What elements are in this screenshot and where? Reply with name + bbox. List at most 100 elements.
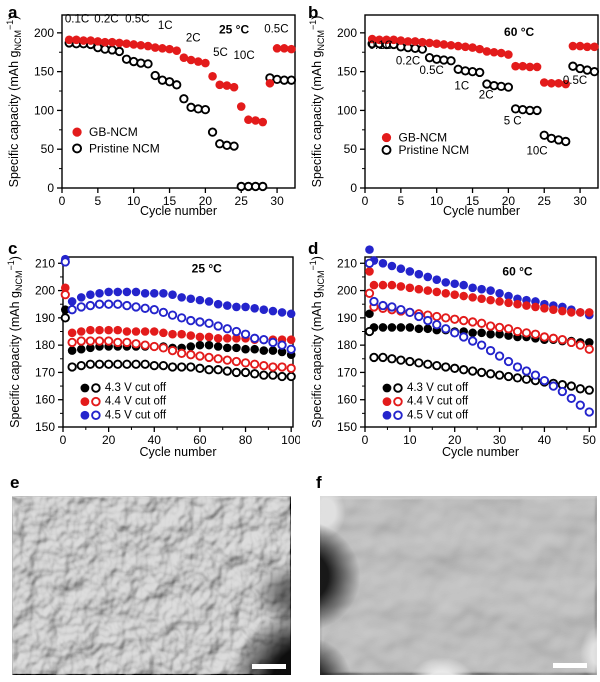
data-point <box>547 78 556 88</box>
sem-f-shadow <box>320 496 597 675</box>
data-point <box>158 307 169 318</box>
data-point <box>387 323 397 332</box>
svg-text:60 °C: 60 °C <box>502 264 532 278</box>
data-point <box>532 105 542 116</box>
data-point <box>167 310 178 320</box>
data-point <box>522 301 531 310</box>
data-point <box>450 363 460 373</box>
data-point <box>518 61 528 71</box>
svg-text:5: 5 <box>95 194 102 208</box>
data-point <box>450 279 460 289</box>
data-point <box>382 397 392 407</box>
data-point <box>60 257 70 267</box>
data-point <box>122 337 132 348</box>
data-point <box>131 339 141 349</box>
svg-text:25: 25 <box>538 194 552 208</box>
data-point <box>405 267 415 276</box>
data-point <box>186 102 196 112</box>
data-point <box>204 365 214 375</box>
data-point <box>468 328 477 338</box>
svg-text:60: 60 <box>193 433 207 447</box>
data-point <box>561 79 571 89</box>
svg-text:2C: 2C <box>186 32 201 44</box>
data-point <box>231 356 242 367</box>
data-point <box>222 81 232 90</box>
data-point <box>459 291 468 301</box>
data-point <box>476 318 487 328</box>
data-point <box>475 44 485 54</box>
svg-text:4.5 V cut off: 4.5 V cut off <box>105 409 167 421</box>
y-axis-label: Specific capacity (mAh gNCM−1) <box>6 256 24 428</box>
data-point <box>195 332 205 342</box>
data-point <box>503 82 514 92</box>
data-point <box>208 71 217 81</box>
data-point <box>150 70 160 81</box>
data-point <box>215 80 225 90</box>
data-point <box>95 288 104 298</box>
data-point <box>240 367 251 378</box>
data-point <box>113 359 123 369</box>
data-point <box>79 36 88 45</box>
data-point <box>365 245 374 254</box>
data-point <box>539 375 550 386</box>
data-point <box>207 127 218 137</box>
data-point <box>423 315 433 326</box>
data-point <box>530 370 541 380</box>
data-point <box>396 264 406 274</box>
data-point <box>439 40 449 49</box>
svg-text:0: 0 <box>350 181 357 195</box>
scale-bar <box>553 663 587 668</box>
data-point <box>378 323 388 332</box>
data-point <box>131 302 141 312</box>
data-point <box>149 288 159 298</box>
data-point <box>387 261 397 271</box>
data-point <box>60 305 70 314</box>
series-4.5-v-cut-off-open- <box>364 258 594 417</box>
data-point <box>532 62 542 72</box>
data-point <box>423 359 433 369</box>
data-point <box>232 334 241 343</box>
data-point <box>222 301 232 310</box>
data-point <box>432 39 441 49</box>
data-point <box>531 302 540 312</box>
data-point <box>468 283 477 293</box>
data-point <box>186 294 196 304</box>
svg-text:4.4 V cut off: 4.4 V cut off <box>407 396 469 408</box>
data-point <box>549 305 558 314</box>
data-point <box>76 360 86 371</box>
data-point <box>250 359 260 369</box>
data-point <box>93 37 103 46</box>
data-point <box>485 321 496 331</box>
data-point <box>521 328 532 338</box>
x-axis-label: Cycle number <box>139 445 216 459</box>
data-point <box>265 78 275 88</box>
data-point <box>548 381 559 391</box>
data-point <box>159 288 168 298</box>
svg-text:20: 20 <box>448 433 462 447</box>
svg-text:0.5C: 0.5C <box>125 14 149 26</box>
data-point <box>432 275 442 284</box>
data-point <box>241 302 250 312</box>
data-point <box>389 35 398 45</box>
data-point <box>158 360 169 371</box>
svg-text:190: 190 <box>337 311 357 325</box>
svg-text:2C: 2C <box>479 90 494 102</box>
data-point <box>122 359 132 369</box>
svg-text:150: 150 <box>337 420 357 434</box>
data-point <box>365 267 374 276</box>
svg-text:0.5C: 0.5C <box>420 65 444 77</box>
data-point <box>396 36 406 45</box>
svg-text:170: 170 <box>35 365 55 379</box>
svg-text:30: 30 <box>573 194 587 208</box>
data-point <box>584 344 594 354</box>
data-point <box>103 336 114 346</box>
data-point <box>268 346 278 355</box>
data-point <box>495 329 504 339</box>
data-point <box>186 342 196 351</box>
svg-text:1C: 1C <box>158 20 173 32</box>
data-point <box>85 359 96 369</box>
data-point <box>277 362 287 372</box>
data-point <box>277 308 287 317</box>
